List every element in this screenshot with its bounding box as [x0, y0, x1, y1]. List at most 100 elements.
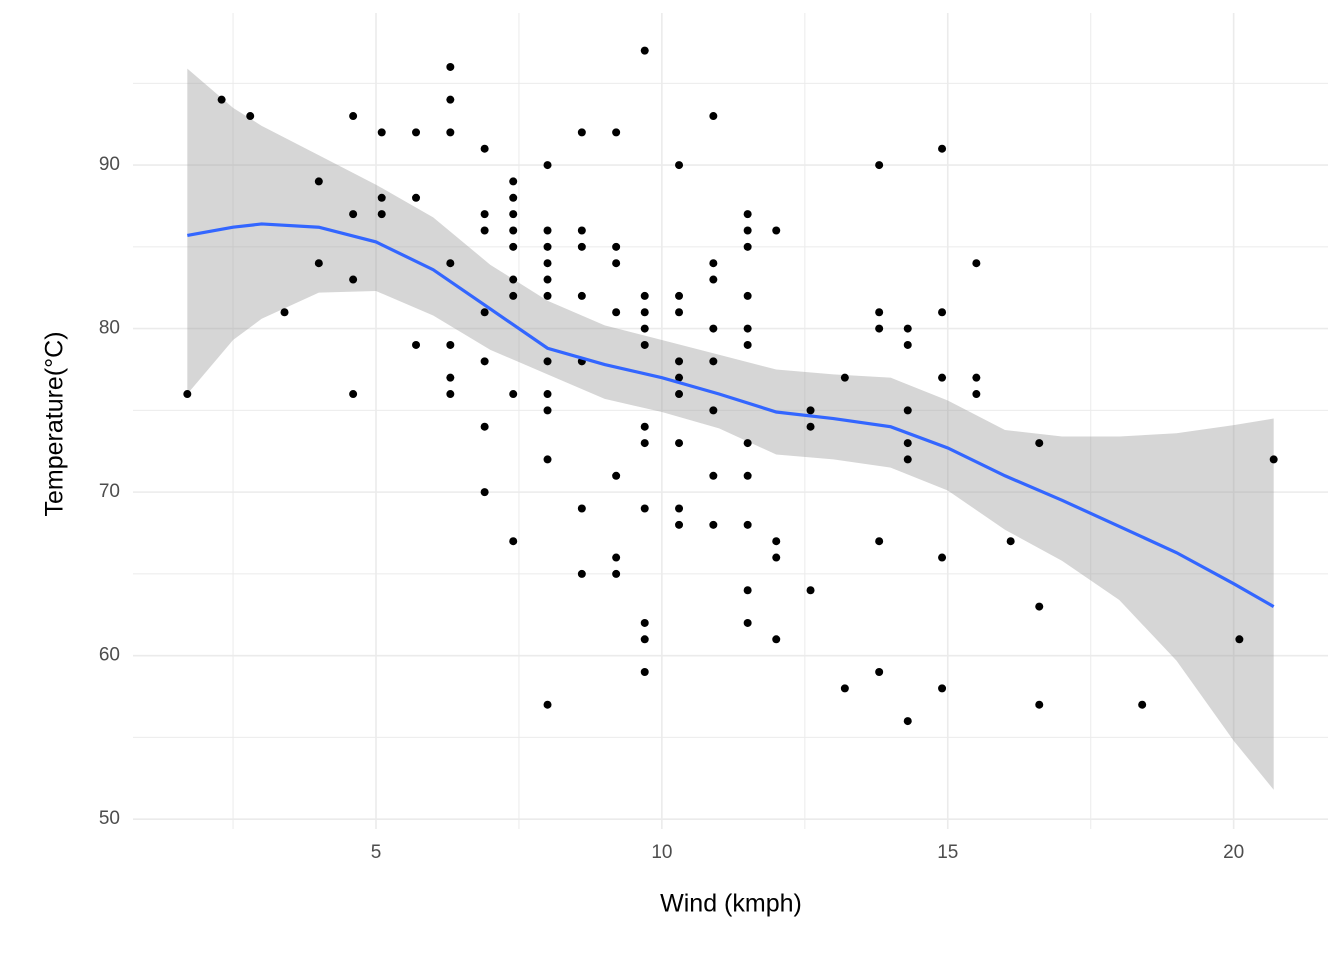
point [709, 357, 718, 366]
point [709, 471, 718, 480]
point [709, 520, 718, 529]
point [743, 324, 752, 333]
point [972, 373, 981, 382]
point [743, 520, 752, 529]
point [675, 308, 684, 317]
point [840, 684, 849, 693]
point [640, 618, 649, 627]
point [543, 357, 552, 366]
x-tick-label: 5 [371, 842, 382, 863]
point [577, 569, 586, 578]
point [640, 324, 649, 333]
point [840, 373, 849, 382]
point [217, 95, 226, 104]
point [743, 439, 752, 448]
point [1138, 700, 1147, 709]
point [1035, 439, 1044, 448]
point [543, 700, 552, 709]
point [509, 390, 518, 399]
point [183, 390, 192, 399]
point [806, 406, 815, 415]
point [543, 259, 552, 268]
point [743, 291, 752, 300]
point [577, 128, 586, 137]
point [640, 46, 649, 55]
point [903, 455, 912, 464]
point [875, 537, 884, 546]
point [480, 226, 489, 235]
point [543, 390, 552, 399]
point [412, 128, 421, 137]
point [938, 684, 947, 693]
point [938, 144, 947, 153]
point [675, 439, 684, 448]
point [612, 242, 621, 251]
point [1035, 700, 1044, 709]
point [675, 161, 684, 170]
point [246, 112, 255, 121]
point [709, 259, 718, 268]
point [640, 439, 649, 448]
point [446, 259, 455, 268]
point [314, 259, 323, 268]
point [377, 210, 386, 219]
point [509, 275, 518, 284]
point [480, 488, 489, 497]
point [509, 210, 518, 219]
point [480, 357, 489, 366]
point [577, 226, 586, 235]
point [772, 635, 781, 644]
point [709, 406, 718, 415]
point [709, 275, 718, 284]
point [612, 471, 621, 480]
x-tick-label: 10 [651, 842, 672, 863]
point [1235, 635, 1244, 644]
confidence-band [187, 68, 1274, 790]
point [446, 340, 455, 349]
point [938, 373, 947, 382]
point [903, 717, 912, 726]
point [577, 291, 586, 300]
y-tick-label: 90 [99, 154, 120, 175]
point [675, 373, 684, 382]
point [577, 242, 586, 251]
point [509, 226, 518, 235]
x-tick-label: 15 [937, 842, 958, 863]
point [446, 128, 455, 137]
point [743, 471, 752, 480]
point [349, 390, 358, 399]
point [446, 62, 455, 71]
point [412, 193, 421, 202]
point [1035, 602, 1044, 611]
point [543, 455, 552, 464]
point [612, 569, 621, 578]
point [709, 324, 718, 333]
point [675, 390, 684, 399]
point [1006, 537, 1015, 546]
point [972, 390, 981, 399]
point [577, 504, 586, 513]
point [772, 537, 781, 546]
point [377, 193, 386, 202]
point [349, 275, 358, 284]
point [349, 112, 358, 121]
point [509, 193, 518, 202]
point [875, 324, 884, 333]
point [543, 291, 552, 300]
point [314, 177, 323, 186]
point [903, 324, 912, 333]
point [612, 308, 621, 317]
point [543, 242, 552, 251]
point [412, 340, 421, 349]
y-tick-label: 70 [99, 481, 120, 502]
point [480, 308, 489, 317]
y-tick-label: 60 [99, 645, 120, 666]
point [446, 390, 455, 399]
point [509, 291, 518, 300]
point [743, 340, 752, 349]
point [377, 128, 386, 137]
point [972, 259, 981, 268]
point [772, 553, 781, 562]
point [806, 586, 815, 595]
